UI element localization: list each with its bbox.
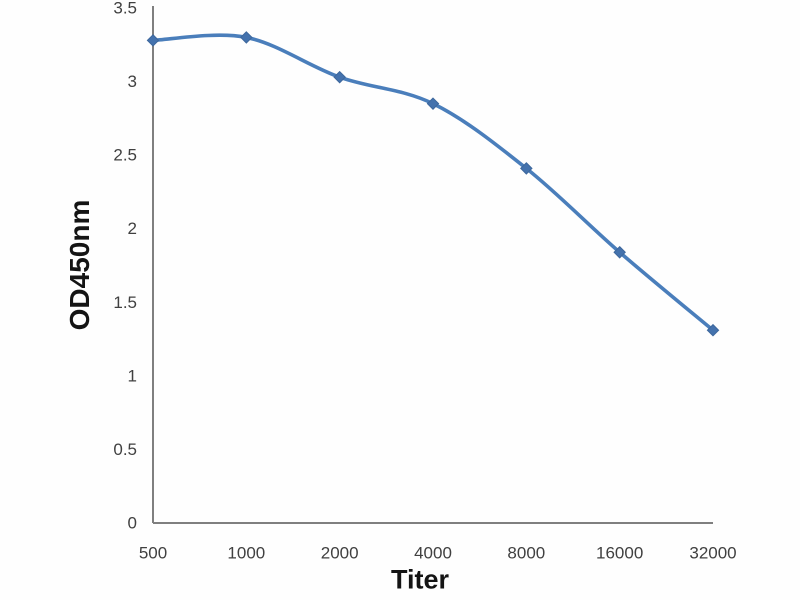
data-point-marker <box>146 34 160 47</box>
y-tick-label: 0.5 <box>113 440 137 459</box>
x-tick-label: 16000 <box>596 544 643 563</box>
x-tick-label: 4000 <box>414 544 452 563</box>
data-point-marker <box>613 245 626 259</box>
y-tick-label: 1 <box>128 366 137 385</box>
y-tick-label: 2.5 <box>113 146 137 165</box>
y-tick-label: 1.5 <box>113 293 137 312</box>
y-tick-label: 0 <box>128 514 137 533</box>
x-tick-label: 8000 <box>507 544 545 563</box>
x-axis-title: Titer <box>390 564 450 595</box>
x-tick-label: 2000 <box>321 544 359 563</box>
y-tick-label: 3.5 <box>113 0 137 18</box>
data-point-marker <box>520 162 533 175</box>
x-tick-label: 1000 <box>227 544 265 563</box>
y-tick-label: 3 <box>128 72 137 91</box>
data-point-marker <box>333 70 346 84</box>
data-point-marker <box>240 31 253 44</box>
y-axis-title: OD450nm <box>64 199 95 331</box>
series-line-od450nm <box>151 33 715 333</box>
y-tick-label: 2 <box>128 219 137 238</box>
data-point-marker <box>426 97 440 110</box>
data-point-marker <box>706 323 720 337</box>
x-tick-label: 500 <box>139 544 167 563</box>
x-tick-label: 32000 <box>689 544 736 563</box>
